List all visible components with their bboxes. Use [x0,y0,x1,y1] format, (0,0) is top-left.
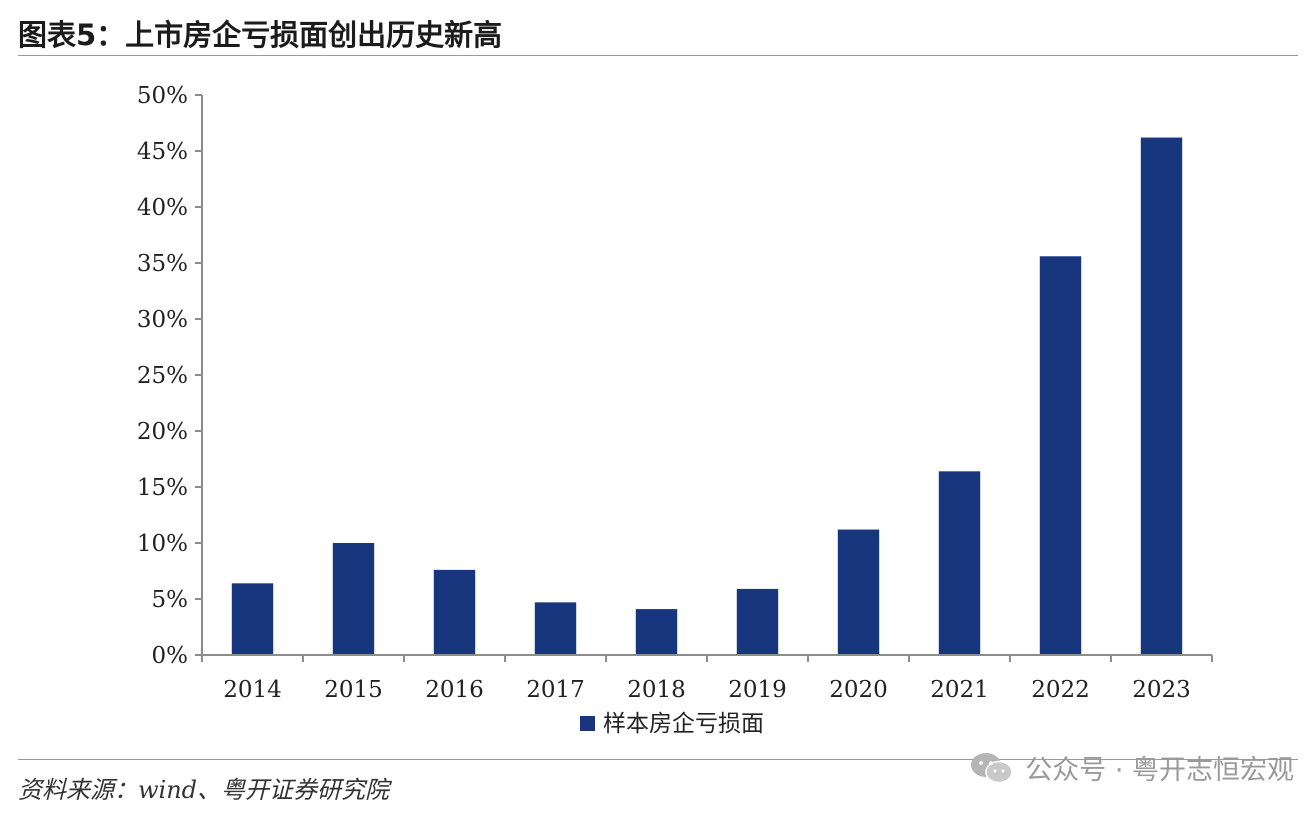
y-tick-label: 35% [137,251,188,277]
y-tick-label: 10% [137,531,188,557]
bar-2014 [231,583,274,655]
x-tick-label: 2022 [1031,677,1090,703]
bar-2020 [837,529,880,655]
x-tick-label: 2019 [728,677,787,703]
y-tick-label: 5% [152,587,189,613]
x-tick-label: 2017 [526,677,585,703]
x-axis: 2014 2015 2016 2017 2018 2019 2020 2021 2022 2023 [201,654,1213,703]
bar-2022 [1039,256,1082,655]
x-tick-label: 2015 [324,677,383,703]
bar-2016 [433,569,476,655]
y-tick-label: 0% [152,643,189,669]
footer-divider [18,759,1298,760]
bar-2021 [938,471,981,655]
x-tick-label: 2014 [223,677,282,703]
bar-2019 [736,588,779,655]
y-tick-label: 20% [137,419,188,445]
y-tick-label: 50% [137,83,188,109]
chart-title: 图表5：上市房企亏损面创出历史新高 [18,18,503,52]
bar-2017 [534,602,577,655]
y-axis: 0% 5% 10% 15% 20% 25% 30% 35% 40% 45% 50% [137,83,203,669]
legend-label: 样本房企亏损面 [603,711,764,737]
legend: 样本房企亏损面 [580,711,764,737]
bar-2018 [635,609,678,655]
x-tick-label: 2018 [627,677,686,703]
wechat-icon [971,752,1013,783]
x-tick-label: 2023 [1132,677,1191,703]
x-tick-label: 2021 [930,677,989,703]
watermark-text: 公众号 · 粤开志恒宏观 [1025,755,1294,786]
y-tick-label: 40% [137,195,188,221]
bar-2015 [332,543,375,655]
title-divider [18,55,1298,56]
x-tick-label: 2016 [425,677,484,703]
y-tick-label: 25% [137,363,188,389]
watermark: 公众号 · 粤开志恒宏观 [969,748,1294,787]
y-tick-label: 30% [137,307,188,333]
source-note: 资料来源：wind、粤开证券研究院 [18,776,390,804]
x-tick-label: 2020 [829,677,888,703]
bar-2023 [1140,137,1183,655]
bar-series [231,137,1183,655]
y-tick-label: 15% [137,475,188,501]
bar-chart: 0% 5% 10% 15% 20% 25% 30% 35% 40% 45% 50% 2014 2015… [137,83,1213,737]
legend-swatch [580,716,595,731]
y-tick-label: 45% [137,139,188,165]
